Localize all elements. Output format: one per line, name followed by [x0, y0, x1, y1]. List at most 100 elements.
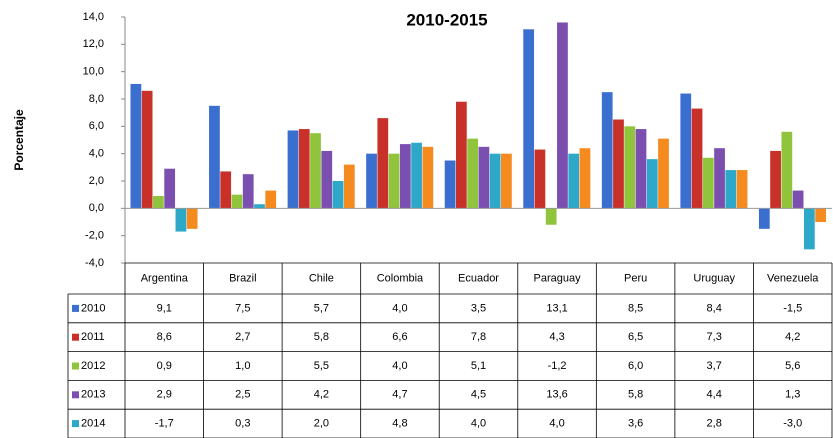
x-tick-label: Uruguay: [693, 272, 735, 284]
y-tick-label: -2,0: [85, 230, 104, 242]
bar: [545, 208, 557, 225]
table-value: 2,8: [707, 418, 722, 430]
bar: [792, 190, 804, 209]
table-value: 7,3: [707, 331, 722, 343]
legend-label: 2013: [81, 389, 105, 401]
table-value: 5,7: [314, 302, 329, 314]
bar: [803, 208, 815, 250]
table-value: 4,0: [392, 302, 407, 314]
table-value: 8,5: [628, 302, 643, 314]
bar: [164, 168, 176, 209]
bar: [242, 174, 254, 209]
y-tick-label: 6,0: [89, 120, 104, 132]
bar: [478, 146, 490, 209]
bar: [343, 164, 355, 209]
bar: [781, 131, 793, 209]
legend-swatch: [72, 362, 79, 370]
x-tick-label: Brazil: [229, 272, 257, 284]
bar: [153, 196, 164, 209]
table-value: 2,5: [235, 389, 250, 401]
table-value: 4,8: [392, 418, 407, 430]
y-tick-label: 10,0: [83, 66, 104, 78]
bar: [680, 93, 692, 209]
bar: [422, 146, 434, 209]
bar: [770, 150, 781, 209]
table-value: 13,1: [546, 302, 567, 314]
bar: [321, 150, 333, 209]
legend-label: 2010: [81, 302, 105, 314]
bar: [130, 83, 142, 209]
y-tick-label: 8,0: [89, 93, 104, 105]
bar: [298, 129, 310, 209]
x-tick-label: Peru: [624, 272, 647, 284]
bar: [220, 171, 232, 209]
bar: [534, 149, 546, 209]
table-value: 4,3: [549, 331, 564, 343]
table-value: 1,3: [785, 389, 800, 401]
x-tick-label: Paraguay: [534, 272, 582, 284]
bar: [265, 190, 277, 209]
table-value: 4,0: [471, 418, 486, 430]
bar: [646, 159, 658, 209]
x-tick-label: Colombia: [377, 272, 424, 284]
bar: [601, 92, 613, 209]
y-tick-label: 4,0: [89, 148, 104, 160]
bar: [444, 160, 456, 209]
table-value: -1,5: [783, 302, 802, 314]
bar: [568, 153, 580, 209]
table-value: 3,5: [471, 302, 486, 314]
table-value: 8,6: [157, 331, 172, 343]
table-value: 7,8: [471, 331, 486, 343]
table-value: 3,7: [707, 360, 722, 372]
y-tick-label: 14,0: [83, 11, 104, 23]
bar: [411, 142, 422, 209]
table-value: -1,7: [155, 418, 174, 430]
bar: [399, 144, 411, 209]
chart-title: 2010-2015: [406, 10, 487, 29]
table-value: 4,2: [314, 389, 329, 401]
bar: [489, 153, 501, 209]
bar: [310, 133, 321, 209]
x-tick-label: Ecuador: [458, 272, 499, 284]
table-value: 0,9: [157, 360, 172, 372]
bar: [658, 138, 669, 209]
bar: [579, 148, 591, 209]
bar: [691, 108, 703, 209]
table-value: -3,0: [783, 418, 802, 430]
bar: [141, 90, 153, 209]
table-value: 3,6: [628, 418, 643, 430]
table-value: 2,0: [314, 418, 329, 430]
table-value: 4,5: [471, 389, 486, 401]
table-value: 4,4: [707, 389, 722, 401]
bar: [231, 194, 243, 209]
table-value: 0,3: [235, 418, 250, 430]
bar: [388, 153, 400, 209]
x-tick-label: Chile: [309, 272, 334, 284]
table-value: 6,0: [628, 360, 643, 372]
legend-label: 2014: [81, 418, 105, 430]
table-value: 4,2: [785, 331, 800, 343]
table-value: 5,1: [471, 360, 486, 372]
bar: [725, 170, 737, 209]
legend-swatch: [72, 391, 79, 399]
table-value: 4,0: [392, 360, 407, 372]
bar: [377, 118, 389, 209]
table-value: 13,6: [546, 389, 567, 401]
y-tick-label: 2,0: [89, 175, 104, 187]
x-tick-label: Venezuela: [767, 272, 819, 284]
table-value: 6,5: [628, 331, 643, 343]
bar: [254, 204, 265, 209]
legend-swatch: [72, 420, 79, 428]
table-value: 7,5: [235, 302, 250, 314]
bar: [613, 119, 624, 209]
bar: [332, 181, 344, 209]
table-value: 1,0: [235, 360, 250, 372]
bar: [624, 126, 636, 209]
table-value: 2,7: [235, 331, 250, 343]
bar: [758, 208, 770, 229]
bar: [209, 105, 220, 209]
legend-swatch: [72, 333, 79, 341]
table-value: 2,9: [157, 389, 172, 401]
table-value: 5,8: [628, 389, 643, 401]
bar: [501, 153, 512, 209]
